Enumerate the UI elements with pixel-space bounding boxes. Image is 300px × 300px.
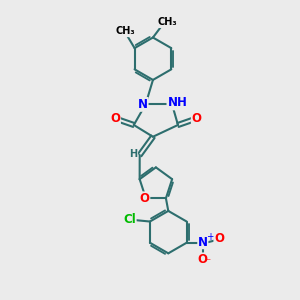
Text: N: N [138, 98, 148, 111]
Text: +: + [206, 232, 214, 242]
Text: O: O [214, 232, 224, 245]
Text: NH: NH [167, 96, 187, 110]
Text: O: O [140, 192, 149, 206]
Text: CH₃: CH₃ [157, 17, 177, 27]
Text: N: N [198, 236, 208, 249]
Text: CH₃: CH₃ [116, 26, 136, 36]
Text: Cl: Cl [123, 213, 136, 226]
Text: O: O [198, 253, 208, 266]
Text: O: O [192, 112, 202, 125]
Text: ⁻: ⁻ [205, 257, 210, 267]
Text: H: H [129, 149, 137, 159]
Text: O: O [110, 112, 120, 125]
